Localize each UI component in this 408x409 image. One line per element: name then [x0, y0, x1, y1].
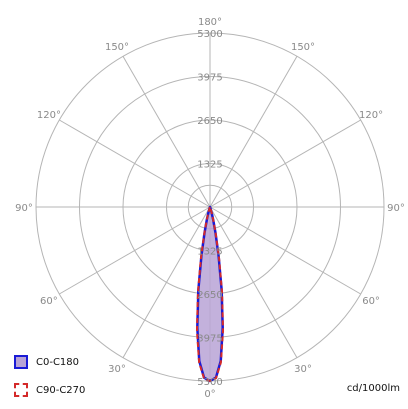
grid-spoke-330 — [122, 206, 211, 358]
radial-tick-label-upper-1: 2650 — [197, 116, 222, 127]
angle-label-6: 90° — [15, 203, 33, 214]
angle-label-3: 60° — [362, 296, 380, 307]
legend-swatch-c90-c270 — [14, 383, 28, 397]
radial-tick-label-lower-3: 5300 — [197, 377, 222, 388]
radial-tick-label-upper-0: 1325 — [197, 160, 222, 171]
legend-label-c90-c270: C90-C270 — [36, 384, 86, 396]
radial-tick-label-upper-2: 3975 — [197, 73, 222, 84]
angle-label-5: 90° — [387, 203, 405, 214]
labels: 0° 30° 30° 60° 60° 90° 90° 120° 120° 150° 150° 180°… — [15, 17, 405, 400]
angle-label-7: 120° — [359, 110, 383, 121]
angle-label-2: 30° — [108, 364, 126, 375]
grid-spoke-60 — [209, 206, 361, 295]
legend-swatch-c0-c180 — [14, 355, 28, 369]
angle-label-9: 150° — [291, 42, 315, 53]
angle-label-4: 60° — [40, 296, 58, 307]
angle-label-0: 0° — [204, 389, 215, 400]
series-line-c90-c270 — [195, 206, 225, 382]
angle-label-1: 30° — [294, 364, 312, 375]
grid-spoke-300 — [59, 206, 211, 295]
angle-label-10: 150° — [105, 42, 129, 53]
radial-tick-label-lower-2: 3975 — [197, 334, 222, 345]
radial-tick-label-lower-1: 2650 — [197, 290, 222, 301]
legend-label-c0-c180: C0-C180 — [36, 356, 80, 368]
grid-spoke-120 — [209, 119, 361, 208]
grid-spoke-150 — [209, 56, 298, 208]
legend-item-c90-c270: C90-C270 — [14, 380, 154, 400]
grid-spoke-30 — [209, 206, 298, 358]
grid-spoke-240 — [59, 119, 211, 208]
units-label: cd/1000lm — [346, 383, 400, 394]
angle-label-8: 120° — [37, 110, 61, 121]
radial-tick-label-upper-3: 5300 — [197, 29, 222, 40]
radial-tick-label-lower-0: 1325 — [197, 247, 222, 258]
grid-spoke-210 — [122, 56, 211, 208]
series-layer — [195, 205, 225, 383]
legend-item-c0-c180: C0-C180 — [14, 352, 154, 372]
angle-label-11: 180° — [198, 17, 222, 28]
